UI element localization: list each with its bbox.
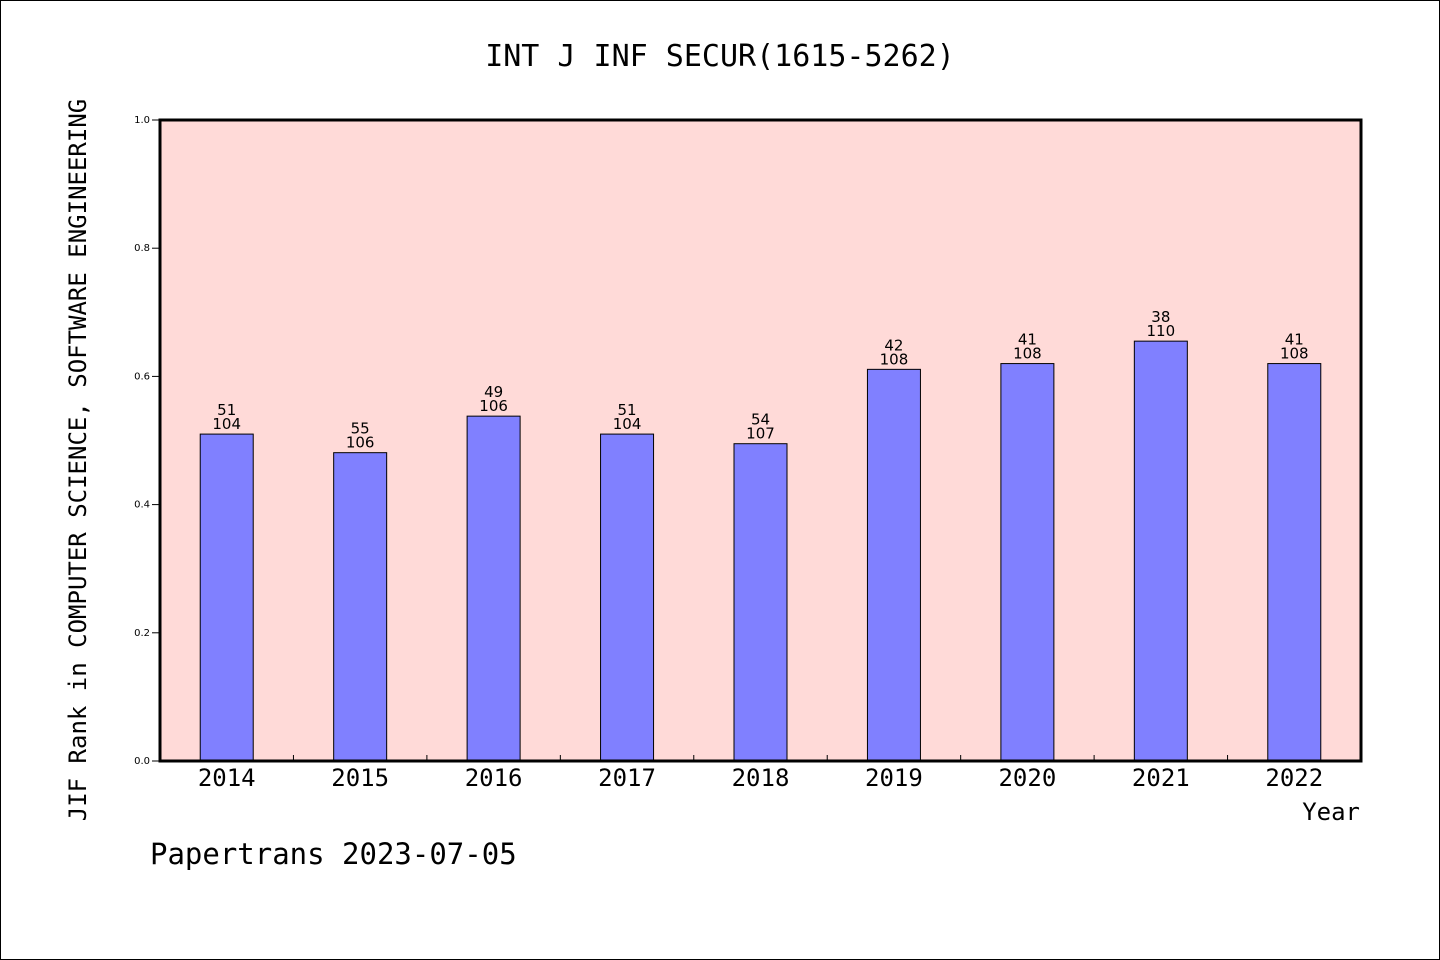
bar-rank-label: 51 xyxy=(217,401,236,419)
bar-2018 xyxy=(733,443,788,762)
bar-total-label: 106 xyxy=(346,434,375,452)
x-tick-label: 2020 xyxy=(998,764,1056,792)
bar-2022 xyxy=(1267,363,1322,762)
bar-2015 xyxy=(333,452,388,762)
y-tick-label: 0.2 xyxy=(134,628,150,639)
y-axis-label: JIF Rank in COMPUTER SCIENCE, SOFTWARE E… xyxy=(64,99,92,821)
x-tick-label: 2015 xyxy=(331,764,389,792)
bar-rank-label: 49 xyxy=(484,383,503,401)
y-tick-label: 0.8 xyxy=(134,243,150,254)
bar-total-label: 110 xyxy=(1147,322,1176,340)
x-tick-label: 2022 xyxy=(1265,764,1323,792)
bar-2020 xyxy=(1000,363,1055,762)
bars xyxy=(199,340,1322,762)
bar-2017 xyxy=(600,433,655,762)
y-tick-label: 0.0 xyxy=(134,756,150,767)
y-tick-label: 0.6 xyxy=(134,371,150,382)
bar-total-label: 104 xyxy=(212,415,241,433)
x-tick-label: 2016 xyxy=(465,764,523,792)
bar-rank-label: 41 xyxy=(1018,331,1037,349)
x-axis-label: Year xyxy=(1302,798,1360,826)
y-axis-ticks: 0.0 0.2 0.4 0.6 0.8 1.0 xyxy=(134,115,160,767)
bar-total-label: 104 xyxy=(613,415,642,433)
bar-total-label: 108 xyxy=(1280,345,1309,363)
y-tick-label: 1.0 xyxy=(134,115,150,126)
bar-total-label: 107 xyxy=(746,425,775,443)
bar-rank-label: 38 xyxy=(1151,308,1170,326)
x-tick-label: 2021 xyxy=(1132,764,1190,792)
bar-total-label: 106 xyxy=(479,397,508,415)
x-tick-label: 2014 xyxy=(198,764,256,792)
x-axis-ticks: 2014 2015 2016 2017 2018 2019 2020 2021 2022 xyxy=(198,755,1323,792)
bar-rank-label: 55 xyxy=(351,420,370,438)
bar-total-label: 108 xyxy=(880,350,909,368)
bar-rank-label: 41 xyxy=(1285,331,1304,349)
footer-text: Papertrans 2023-07-05 xyxy=(150,837,517,871)
bar-2021 xyxy=(1133,340,1188,762)
bar-2019 xyxy=(866,368,921,762)
x-tick-label: 2017 xyxy=(598,764,656,792)
bar-rank-label: 54 xyxy=(751,411,770,429)
bar-total-label: 108 xyxy=(1013,345,1042,363)
x-tick-label: 2018 xyxy=(732,764,790,792)
bar-rank-label: 42 xyxy=(884,336,903,354)
plot-border xyxy=(158,118,1363,763)
bar-2016 xyxy=(466,415,521,762)
y-tick-label: 0.4 xyxy=(134,500,150,511)
bar-2014 xyxy=(199,433,254,762)
chart-title: INT J INF SECUR(1615-5262) xyxy=(485,39,955,74)
bar-rank-label: 51 xyxy=(618,401,637,419)
x-tick-label: 2019 xyxy=(865,764,923,792)
